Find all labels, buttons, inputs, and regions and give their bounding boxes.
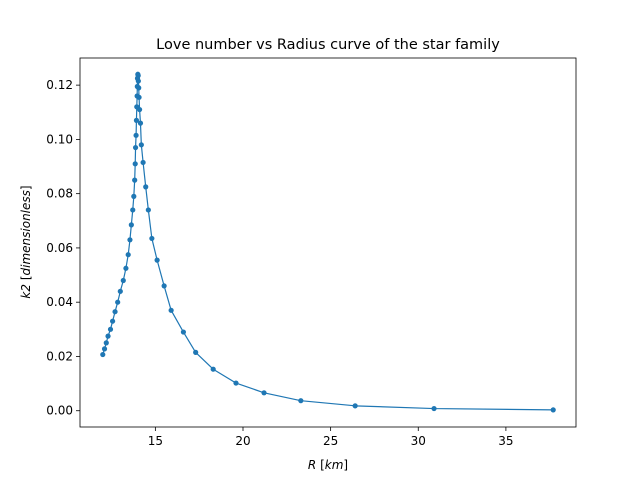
data-point: [133, 117, 140, 123]
data-point: [298, 398, 304, 404]
data-point: [127, 237, 133, 243]
data-point: [132, 177, 138, 183]
data-point: [133, 132, 139, 138]
data-point: [161, 283, 167, 289]
data-point: [132, 161, 138, 167]
data-point: [100, 351, 106, 358]
y-axis-label: k2 [dimensionless]: [19, 185, 33, 298]
y-tick-label: 0.00: [46, 404, 73, 418]
x-tick-label: 20: [235, 434, 250, 448]
y-axis-label-close-bracket: ]: [19, 185, 33, 190]
data-point: [138, 142, 144, 148]
data-point: [550, 407, 556, 413]
data-point: [103, 340, 109, 346]
x-tick-label: 35: [498, 434, 513, 448]
y-axis-label-symbol: k2: [19, 284, 33, 299]
data-point: [145, 207, 151, 213]
plot-frame: [79, 57, 577, 428]
series-layer: [100, 71, 556, 413]
x-axis-label-close-bracket: ]: [343, 458, 348, 472]
data-point: [125, 252, 131, 258]
x-axis-label-open-bracket: [: [320, 458, 325, 472]
y-axis-label-unit: dimensionless: [19, 190, 33, 275]
data-point: [233, 380, 239, 386]
data-point: [120, 277, 126, 284]
x-axis-label: R [km]: [308, 458, 348, 472]
y-tick-label: 0.04: [46, 295, 73, 309]
y-axis: 0.00 0.02 0.04 0.06 0.08 0.10 0.12: [46, 78, 80, 418]
data-point: [131, 193, 137, 199]
data-point: [132, 144, 139, 151]
data-point: [130, 207, 136, 213]
y-tick-label: 0.08: [46, 187, 73, 201]
data-point: [134, 75, 141, 81]
y-tick-label: 0.10: [46, 132, 73, 146]
data-point: [107, 326, 114, 332]
data-point: [123, 265, 129, 271]
data-point: [261, 390, 267, 396]
data-point: [134, 83, 140, 90]
data-point: [101, 346, 108, 352]
x-axis-label-symbol: R: [308, 458, 316, 472]
y-tick-label: 0.06: [46, 241, 73, 255]
data-point: [140, 159, 146, 166]
data-point: [168, 307, 174, 313]
data-point: [128, 222, 134, 228]
data-point: [112, 309, 118, 315]
x-tick-label: 30: [411, 434, 426, 448]
data-point: [149, 235, 155, 242]
data-point: [143, 184, 149, 190]
data-point: [134, 104, 140, 110]
data-point: [117, 288, 123, 294]
data-point: [115, 299, 121, 305]
data-point: [210, 366, 216, 372]
data-point: [193, 349, 199, 355]
chart-title: Love number vs Radius curve of the star …: [156, 37, 500, 53]
data-point: [154, 257, 160, 263]
y-tick-label: 0.02: [46, 349, 73, 363]
y-axis-label-open-bracket: [: [19, 275, 33, 280]
data-point: [431, 405, 437, 412]
x-tick-label: 25: [323, 434, 338, 448]
x-axis-label-unit: km: [325, 458, 344, 472]
data-point: [180, 329, 187, 335]
data-point: [134, 93, 140, 99]
x-tick-label: 15: [148, 434, 163, 448]
data-point: [105, 333, 111, 339]
y-tick-label: 0.12: [46, 78, 73, 92]
data-point: [110, 318, 116, 324]
data-point: [352, 403, 358, 409]
data-point: [137, 120, 144, 126]
data-point: [135, 71, 141, 77]
x-axis: 15 20 25 30 35: [148, 427, 514, 448]
